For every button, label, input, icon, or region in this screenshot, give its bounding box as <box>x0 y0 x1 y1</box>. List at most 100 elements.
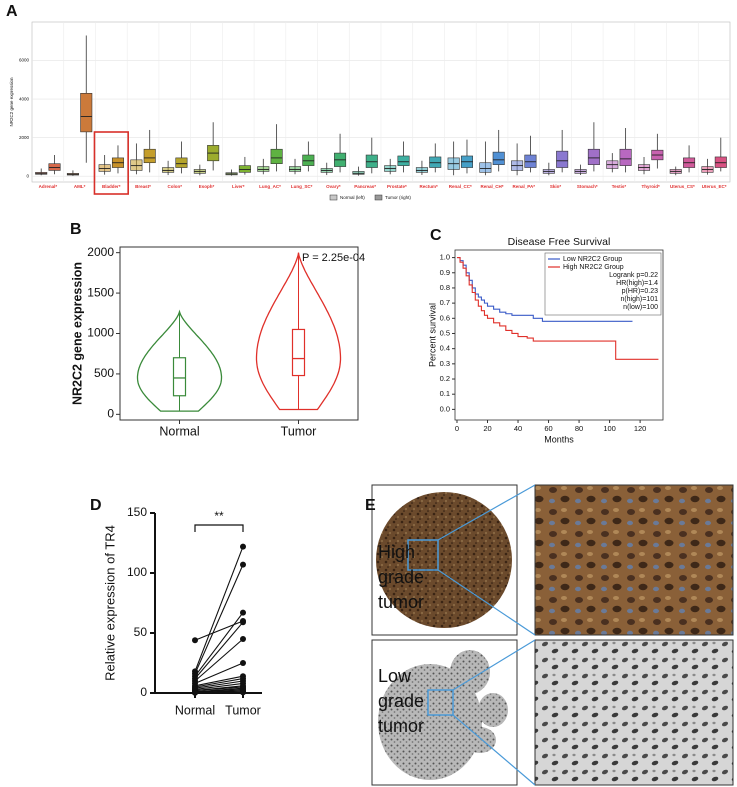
pair-line <box>194 686 244 692</box>
pair-line <box>194 564 244 675</box>
box <box>257 166 270 172</box>
box <box>429 156 442 168</box>
x-tick-label: Testis* <box>612 184 627 189</box>
x-tick-label: Lung_AC* <box>259 184 281 189</box>
y-axis-title: NR2C2 gene expression <box>9 77 14 127</box>
point <box>240 636 246 642</box>
panel-label: C <box>430 227 442 244</box>
box <box>238 165 251 173</box>
tissue-core <box>478 693 508 727</box>
y-tick-label: 50 <box>134 625 148 639</box>
legend-note: HR(high)=1.4 <box>616 280 658 287</box>
pair-line <box>194 678 244 688</box>
x-tick-label: Lung_SC* <box>291 184 313 189</box>
box <box>524 154 537 168</box>
point <box>240 660 246 666</box>
box <box>415 167 428 173</box>
legend-note: n(high)=101 <box>620 296 658 303</box>
x-tick-label: 80 <box>575 424 583 433</box>
x-tick-label: Tumor <box>281 424 317 438</box>
box <box>270 148 283 164</box>
zoom-image <box>534 484 734 636</box>
y-tick-label: 0.8 <box>440 283 450 292</box>
box <box>48 163 61 171</box>
y-tick-label: 4000 <box>19 96 30 101</box>
pair-line <box>194 682 244 690</box>
zoom-line <box>437 569 536 636</box>
x-tick-label: Bladder* <box>102 184 121 189</box>
legend-label: High NR2C2 Group <box>563 264 624 271</box>
legend-swatch <box>329 194 338 201</box>
highlight-box <box>93 131 129 195</box>
panel-label: E <box>365 497 376 514</box>
x-tick-label: 20 <box>483 424 491 433</box>
tissue-core <box>464 727 496 753</box>
chart-title: Disease Free Survival <box>508 236 611 248</box>
box <box>587 148 600 165</box>
y-tick-label: 0.9 <box>440 268 450 277</box>
y-tick-label: 0.6 <box>440 313 450 322</box>
box <box>143 148 156 164</box>
y-tick-label: 100 <box>127 565 147 579</box>
panel-label: D <box>90 497 102 514</box>
y-tick-label: 1500 <box>87 285 114 299</box>
pair-line <box>194 662 244 684</box>
pair-line <box>194 546 244 672</box>
x-axis-title: Months <box>544 434 574 444</box>
x-tick-label: 0 <box>455 424 459 433</box>
box <box>130 159 143 171</box>
y-tick-label: 0.2 <box>440 374 450 383</box>
y-tick-label: 0.3 <box>440 359 450 368</box>
x-tick-label: AML* <box>74 184 86 189</box>
x-tick-label: Breast* <box>135 184 151 189</box>
y-tick-label: 0.1 <box>440 389 450 398</box>
x-tick-label: Skin* <box>550 184 562 189</box>
legend-swatch <box>374 194 383 201</box>
x-tick-label: 60 <box>544 424 552 433</box>
box <box>397 155 410 166</box>
tissue-core <box>376 492 512 628</box>
y-tick-label: 0.5 <box>440 328 450 337</box>
y-axis-title: Relative expression of TR4 <box>102 525 117 681</box>
legend-label: Normal (left) <box>340 195 365 200</box>
point <box>240 689 246 696</box>
row-label: Low <box>378 666 412 686</box>
x-tick-label: 120 <box>634 424 647 433</box>
y-tick-label: 1000 <box>87 326 114 340</box>
x-tick-label: Colon* <box>168 184 183 189</box>
legend-note: n(low)=100 <box>623 304 658 311</box>
row-label: grade <box>378 567 424 587</box>
legend-label: Low NR2C2 Group <box>563 256 622 263</box>
y-axis-title: Percent survival <box>427 303 437 367</box>
y-tick-label: 0.4 <box>440 344 450 353</box>
box <box>714 156 727 168</box>
x-tick-label: Normal <box>175 703 215 717</box>
x-tick-label: Liver* <box>232 184 245 189</box>
y-tick-label: 0 <box>107 407 114 421</box>
x-tick-label: Renal_CH* <box>481 184 504 189</box>
x-tick-label: Stomach* <box>577 184 598 189</box>
x-tick-label: Prostate* <box>387 184 407 189</box>
survival-curve <box>456 257 659 360</box>
point <box>240 561 246 568</box>
pair-line <box>194 620 244 641</box>
legend-label: Tumor (right) <box>385 195 411 200</box>
point <box>240 543 246 550</box>
row-label: grade <box>378 691 424 711</box>
box <box>98 164 111 172</box>
pair-line <box>194 638 244 682</box>
box <box>479 162 492 173</box>
y-tick-label: 150 <box>127 505 147 519</box>
x-tick-label: Renal_PA* <box>513 184 536 189</box>
survival-curve <box>456 257 633 322</box>
y-tick-label: 2000 <box>87 245 114 259</box>
y-tick-label: 500 <box>94 366 114 380</box>
zoom-image <box>534 639 734 786</box>
panel-label: A <box>6 3 18 20</box>
x-tick-label: Ovary* <box>326 184 341 189</box>
annotation: ** <box>214 509 224 523</box>
box <box>172 357 187 397</box>
x-tick-label: Rectum* <box>419 184 438 189</box>
box <box>291 328 306 377</box>
